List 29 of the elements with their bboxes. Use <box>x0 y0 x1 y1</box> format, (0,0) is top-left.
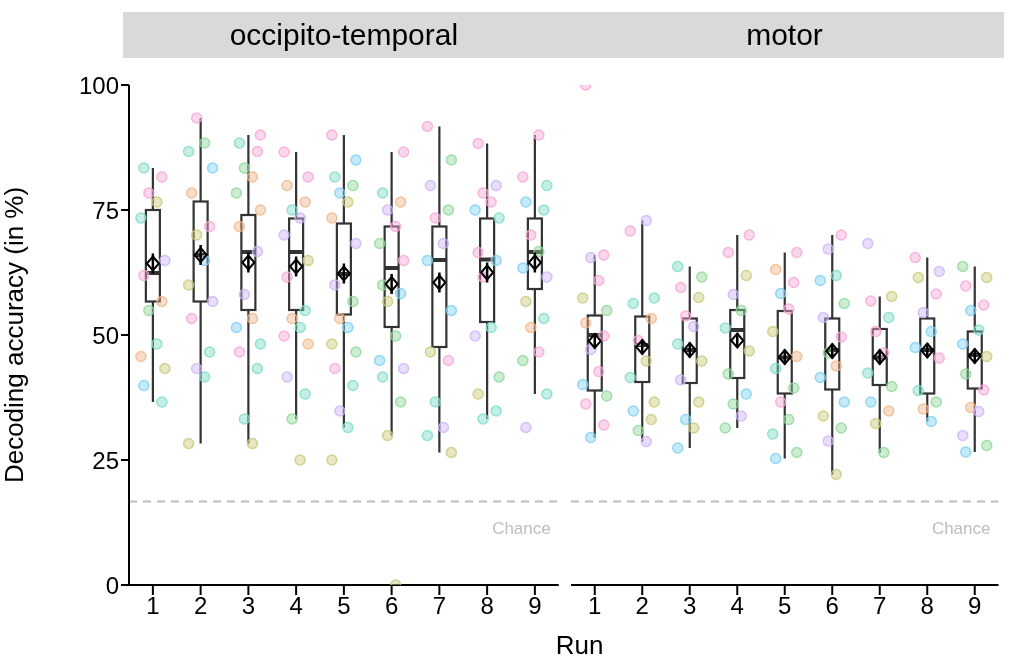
x-tick-label: 7 <box>872 592 887 620</box>
y-tick-label: 100 <box>78 71 119 99</box>
x-tick-label: 6 <box>384 592 399 620</box>
x-tick-label: 1 <box>587 592 602 620</box>
x-tick-label: 9 <box>528 592 542 620</box>
x-tick-label: 5 <box>777 592 792 620</box>
y-axis-title: Decoding accuracy (in %) <box>0 186 30 484</box>
chart-title: motor <box>564 12 1005 58</box>
x-axis-title: Run <box>554 630 605 661</box>
x-tick-label: 2 <box>635 592 649 620</box>
x-tick-label: 6 <box>825 592 839 620</box>
x-tick-label: 4 <box>730 592 744 620</box>
ref-line-label: Chance <box>492 518 551 538</box>
x-tick-label: 2 <box>193 592 208 620</box>
y-tick-label: 50 <box>92 321 119 349</box>
x-tick-label: 3 <box>241 592 256 620</box>
ref-line-label: Chance <box>931 518 991 538</box>
x-tick-label: 3 <box>682 592 697 620</box>
y-tick-label: 75 <box>92 196 119 224</box>
x-tick-label: 8 <box>480 592 494 620</box>
x-tick-label: 1 <box>146 592 160 620</box>
x-tick-label: 8 <box>920 592 934 620</box>
y-tick-label: 0 <box>105 571 119 599</box>
x-tick-label: 7 <box>432 592 447 620</box>
x-tick-label: 4 <box>289 592 303 620</box>
x-tick-label: 5 <box>337 592 351 620</box>
y-tick-label: 25 <box>92 446 119 474</box>
x-tick-label: 9 <box>967 592 982 620</box>
chart-title: occipito-temporal <box>123 12 565 58</box>
